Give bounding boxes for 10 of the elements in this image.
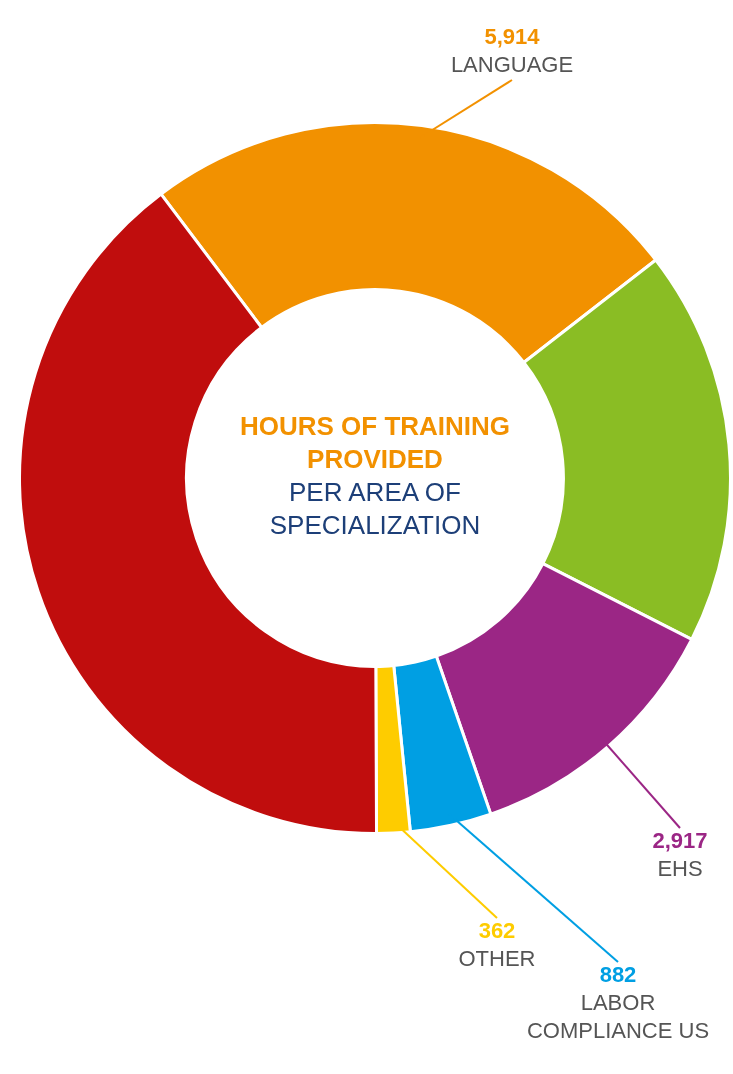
- data-label: 882: [599, 962, 637, 988]
- slice-label: OTHER: [458, 946, 536, 972]
- slice-label: EHS: [657, 856, 703, 882]
- text: PER AREA OF SPECIALIZATION: [268, 476, 482, 542]
- data-label: 2,917: [652, 828, 708, 854]
- slice-label: LANGUAGE: [450, 52, 574, 78]
- data-label: 362: [478, 918, 516, 944]
- slice-label: LABOR COMPLIANCE US: [526, 990, 710, 1044]
- text: HOURS OF TRAINING PROVIDED: [238, 410, 512, 476]
- data-label: 5,914: [484, 24, 541, 50]
